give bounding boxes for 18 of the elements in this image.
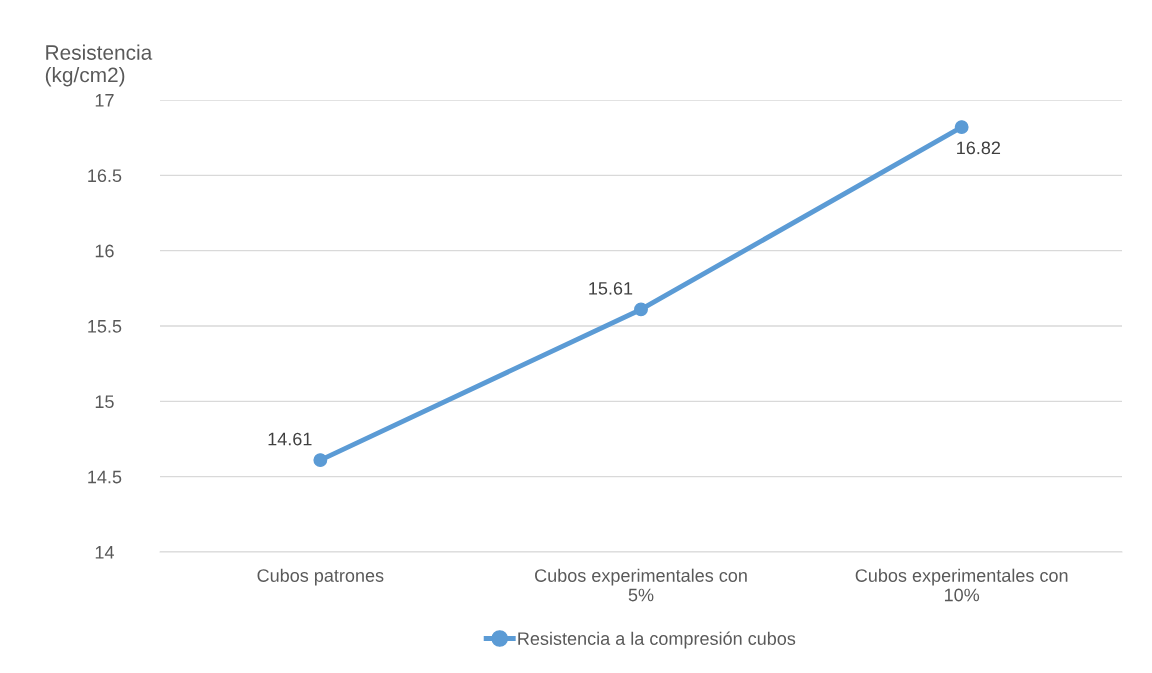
point xyxy=(634,302,648,317)
data-label: 16.82 xyxy=(957,141,1001,155)
point xyxy=(313,453,328,468)
point xyxy=(954,120,969,135)
y-tick-label: 15.5 xyxy=(88,320,122,333)
y-axis-title: Resistencia (kg/cm2) xyxy=(45,44,153,87)
x-tick-label: Cubos experimentales con 5% xyxy=(535,568,747,602)
y-tick-label: 15 xyxy=(95,395,114,409)
legend-label: Resistencia a la compresión cubos xyxy=(518,631,796,649)
data-label: 15.61 xyxy=(589,281,633,295)
x-tick-label: Cubos patrones xyxy=(257,568,384,586)
y-tick-label: 17 xyxy=(95,94,114,107)
data-label: 14.61 xyxy=(268,432,312,446)
x-tick-label: Cubos experimentales con 10% xyxy=(855,568,1068,602)
y-tick-label: 14 xyxy=(95,546,114,559)
y-tick-label: 14.5 xyxy=(88,470,122,484)
y-tick-label: 16 xyxy=(95,244,114,258)
y-tick-label: 16.5 xyxy=(88,169,122,183)
